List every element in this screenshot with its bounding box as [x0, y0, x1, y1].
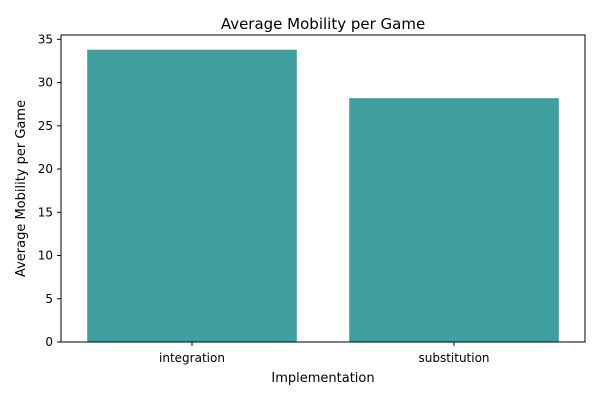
chart-title: Average Mobility per Game: [221, 15, 425, 33]
x-axis-ticks: integration substitution: [159, 342, 490, 365]
bars-layer: [87, 49, 559, 342]
y-tick-label: 5: [45, 292, 53, 306]
bar-substitution: [349, 98, 559, 342]
y-tick-label: 20: [38, 162, 53, 176]
y-tick-label: 10: [38, 249, 53, 263]
y-axis-ticks: 0 5 10 15 20 25 30 35: [38, 32, 61, 349]
x-tick-label: integration: [159, 351, 225, 365]
y-tick-label: 0: [45, 335, 53, 349]
y-axis-label: Average Mobility per Game: [14, 100, 29, 277]
y-tick-label: 30: [38, 76, 53, 90]
x-tick-label: substitution: [418, 351, 489, 365]
y-tick-label: 35: [38, 32, 53, 46]
plot-frame: [60, 34, 586, 343]
bar-integration: [87, 49, 297, 342]
x-axis-label: Implementation: [271, 371, 374, 386]
y-tick-label: 25: [38, 119, 53, 133]
y-tick-label: 15: [38, 205, 53, 219]
